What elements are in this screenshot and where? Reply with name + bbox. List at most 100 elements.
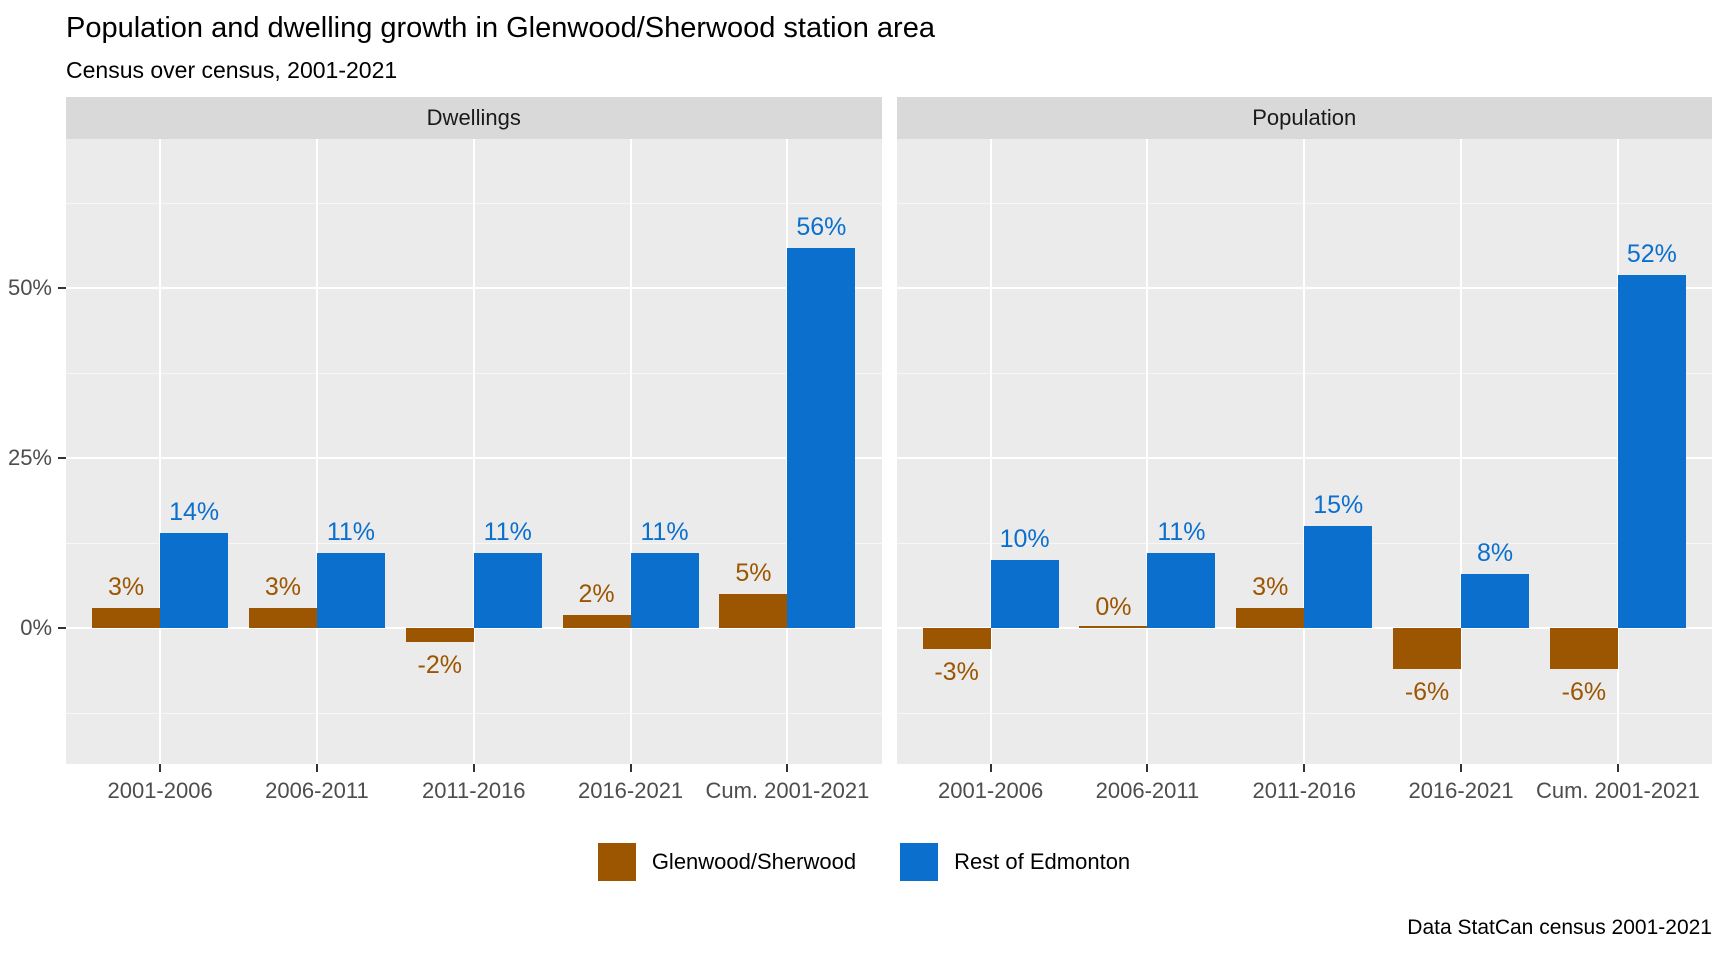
facet-strip-population: Population (896, 97, 1712, 139)
bar-value-label: 15% (1313, 491, 1364, 520)
panel-population: -3% 0% 3% -6% -6% 10% 11% 15% 8% 52% (896, 139, 1712, 764)
legend-label: Glenwood/Sherwood (651, 849, 857, 874)
x-tick-mark (629, 764, 632, 772)
bar-glenwood-sherwood (405, 628, 474, 642)
bar-value-label: 52% (1626, 239, 1677, 268)
bar-glenwood-sherwood (92, 607, 161, 629)
y-tick-mark (58, 627, 66, 630)
vertical-gridline (1460, 139, 1463, 764)
facet-population: Population -3% 0% 3% -6% -6% 10% 11% 15% 8% 52% 2… (896, 97, 1713, 814)
bar-value-label: -6% (1561, 677, 1607, 706)
x-axis-population: 2001-2006 2006-2011 2011-2016 2016-2021 Cum.… (897, 764, 1713, 814)
bar-glenwood-sherwood (922, 628, 991, 649)
vertical-gridline (472, 139, 475, 764)
vertical-gridline (629, 139, 632, 764)
bar-value-label: 11% (483, 518, 532, 547)
bar-value-label: 3% (108, 572, 145, 601)
x-axis-dwellings: 2001-2006 2006-2011 2011-2016 2016-2021 Cum.… (66, 764, 882, 814)
x-tick-mark (989, 764, 992, 772)
bar-rest-of-edmonton (787, 247, 856, 629)
x-tick-mark (1460, 764, 1463, 772)
x-tick-mark (315, 764, 318, 772)
vertical-gridline (1146, 139, 1149, 764)
bar-rest-of-edmonton (316, 553, 385, 629)
bar-value-label: 3% (264, 572, 301, 601)
y-tick-label: 25% (7, 445, 52, 471)
vertical-gridline (989, 139, 992, 764)
bar-value-label: 3% (1252, 572, 1289, 601)
bar-glenwood-sherwood (719, 594, 788, 629)
facet-strip-label: Dwellings (426, 105, 521, 130)
x-tick-label: 2001-2006 (107, 778, 213, 803)
facet-strip-label: Population (1252, 105, 1357, 130)
bar-rest-of-edmonton (160, 533, 229, 629)
major-gridline (66, 627, 882, 630)
major-gridline (66, 287, 882, 290)
vertical-gridline (159, 139, 162, 764)
x-tick-label: 2016-2021 (1408, 778, 1514, 803)
facet-dwellings: Dwellings 3% 3% -2% 2% 5% 14% 11% 11% 11% 56% 200… (66, 97, 882, 814)
bar-value-label: 14% (169, 498, 220, 527)
chart-title: Population and dwelling growth in Glenwo… (66, 12, 935, 44)
bar-glenwood-sherwood (562, 614, 631, 629)
bar-value-label: 56% (796, 212, 847, 241)
bar-rest-of-edmonton (1617, 274, 1686, 629)
major-gridline (896, 457, 1712, 460)
bar-value-label: 11% (1157, 518, 1206, 547)
bar-value-label: 8% (1476, 538, 1514, 567)
bar-rest-of-edmonton (1461, 573, 1530, 629)
x-tick-mark (1146, 764, 1149, 772)
x-tick-label: 2001-2006 (937, 778, 1044, 803)
x-tick-mark (472, 764, 475, 772)
x-tick-label: 2011-2016 (1252, 778, 1357, 803)
bar-value-label: 5% (735, 559, 772, 588)
x-tick-label: Cum. 2001-2021 (705, 778, 870, 803)
y-tick-mark (58, 287, 66, 290)
legend-label: Rest of Edmonton (954, 849, 1131, 874)
x-tick-label: 2011-2016 (421, 778, 526, 803)
bar-rest-of-edmonton (990, 560, 1059, 629)
bar-rest-of-edmonton (1304, 526, 1373, 629)
legend-item-rest-of-edmonton: Rest of Edmonton (900, 843, 1130, 881)
y-tick-label: 0% (20, 615, 52, 641)
vertical-gridline (1303, 139, 1306, 764)
legend-item-glenwood-sherwood: Glenwood/Sherwood (597, 843, 857, 881)
y-tick-label: 50% (7, 275, 52, 301)
major-gridline (896, 287, 1712, 290)
x-tick-label: Cum. 2001-2021 (1535, 778, 1700, 803)
facet-strip-dwellings: Dwellings (66, 97, 882, 139)
bar-value-label: 11% (326, 518, 376, 547)
legend-swatch-glenwood-sherwood (597, 843, 636, 881)
bar-rest-of-edmonton (630, 553, 699, 629)
panel-dwellings: 3% 3% -2% 2% 5% 14% 11% 11% 11% 56% (66, 139, 882, 764)
plot-region: 0% 25% 50% Dwellings 3% 3% -2% 2% 5% 14% 11% 11% 1… (0, 97, 1712, 814)
legend-swatch-rest-of-edmonton (900, 843, 939, 881)
bar-rest-of-edmonton (1147, 553, 1216, 629)
y-tick-mark (58, 457, 66, 460)
bar-value-label: -3% (934, 657, 979, 686)
x-tick-mark (159, 764, 162, 772)
bar-value-label: 10% (999, 525, 1050, 554)
vertical-gridline (315, 139, 318, 764)
facet-row: Dwellings 3% 3% -2% 2% 5% 14% 11% 11% 11% 56% 200… (66, 97, 1712, 814)
x-tick-mark (1616, 764, 1619, 772)
x-tick-label: 2006-2011 (265, 778, 369, 803)
major-gridline (896, 627, 1712, 630)
bar-glenwood-sherwood (1393, 628, 1462, 669)
bar-glenwood-sherwood (248, 607, 317, 629)
chart-caption: Data StatCan census 2001-2021 (1407, 916, 1712, 939)
bar-value-label: 0% (1095, 593, 1132, 622)
y-axis: 0% 25% 50% (0, 97, 66, 814)
chart-subtitle: Census over census, 2001-2021 (66, 57, 398, 83)
bar-value-label: 2% (578, 579, 615, 608)
bar-glenwood-sherwood (1549, 628, 1618, 669)
legend: Glenwood/Sherwood Rest of Edmonton (0, 843, 1728, 881)
bar-value-label: -2% (417, 650, 462, 679)
x-tick-label: 2006-2011 (1095, 778, 1200, 803)
major-gridline (66, 457, 882, 460)
bar-glenwood-sherwood (1236, 607, 1305, 629)
x-tick-mark (786, 764, 789, 772)
x-tick-mark (1303, 764, 1306, 772)
bar-rest-of-edmonton (473, 553, 542, 629)
